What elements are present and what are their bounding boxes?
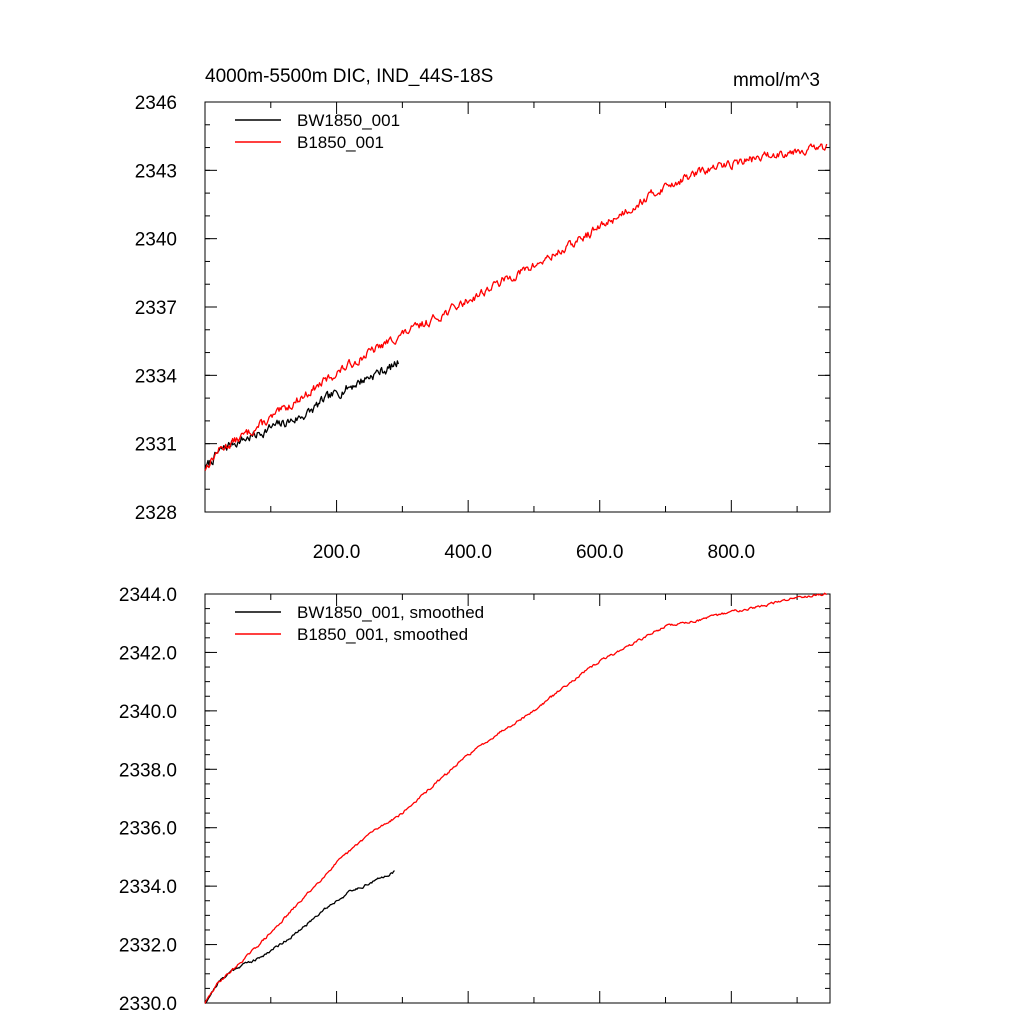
y-tick-label: 2336.0	[119, 819, 177, 840]
y-tick-label: 2342.0	[119, 643, 177, 664]
y-tick-label: 2328	[135, 503, 177, 524]
panel-bottom: 2330.0 2332.0 2334.0 2336.0 2338.0 2340.0 2342…	[119, 585, 831, 1015]
plot-frame	[204, 101, 831, 513]
y-tick-label: 2344.0	[119, 585, 177, 606]
units-label: mmol/m^3	[733, 70, 820, 91]
series-line	[204, 592, 827, 1004]
series-line	[204, 360, 400, 471]
y-tick-label: 2338.0	[119, 760, 177, 781]
plot-frame	[204, 593, 831, 1004]
y-tick-label: 2343	[135, 161, 177, 182]
x-tick-label: 400.0	[444, 542, 492, 563]
y-tick-label: 2346	[135, 93, 177, 114]
y-tick-label: 2334	[135, 366, 178, 387]
panel-top: 200.0 400.0 600.0 800.0 2328 2331 2334 2337 2340…	[135, 93, 831, 563]
y-tick-label: 2337	[135, 298, 177, 319]
x-tick-label: 800.0	[708, 542, 756, 563]
y-tick-label: 2332.0	[119, 936, 177, 957]
x-tick-label: 600.0	[576, 542, 624, 563]
y-tick-label: 2334.0	[119, 877, 177, 898]
series-line	[204, 870, 395, 1005]
y-tick-label: 2331	[135, 435, 177, 456]
legend-label: B1850_001	[297, 133, 384, 152]
chart-title: 4000m-5500m DIC, IND_44S-18S	[205, 66, 493, 87]
legend-label: BW1850_001, smoothed	[297, 603, 484, 622]
y-tick-label: 2330.0	[119, 994, 177, 1015]
series-line	[204, 143, 828, 471]
y-tick-label: 2340	[135, 230, 177, 251]
x-tick-label: 200.0	[313, 542, 361, 563]
y-tick-label: 2340.0	[119, 702, 177, 723]
legend-label: B1850_001, smoothed	[297, 625, 468, 644]
legend-label: BW1850_001	[297, 111, 400, 130]
